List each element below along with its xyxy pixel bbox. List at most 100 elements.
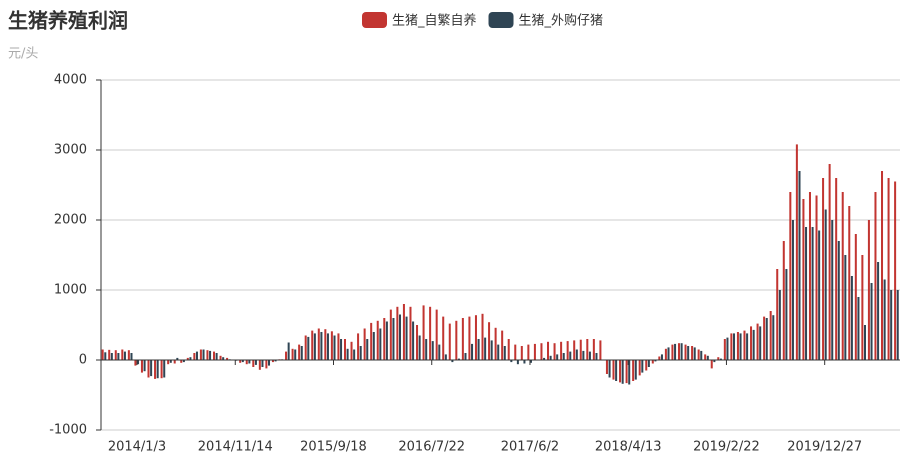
bar	[501, 330, 504, 360]
bar	[560, 341, 563, 360]
bar	[330, 331, 333, 360]
bar	[533, 343, 536, 360]
bar	[776, 269, 779, 360]
bar	[789, 192, 792, 360]
bar	[193, 353, 196, 360]
series	[101, 144, 897, 384]
bar	[104, 352, 107, 360]
bar	[490, 340, 493, 360]
bar	[619, 360, 622, 383]
bar	[143, 360, 146, 372]
bar	[471, 343, 474, 360]
bar	[752, 329, 755, 360]
bar	[222, 357, 225, 360]
bar	[844, 255, 847, 360]
bar	[429, 306, 432, 360]
bar	[658, 356, 661, 360]
bar	[389, 309, 392, 360]
bar	[575, 349, 578, 360]
bar	[271, 360, 274, 363]
bar	[464, 353, 467, 360]
bar	[385, 321, 388, 360]
bar	[687, 346, 690, 360]
bar	[883, 279, 886, 360]
bar	[824, 209, 827, 360]
bar	[180, 360, 183, 363]
bar	[304, 335, 307, 360]
legend-label: 生猪_外购仔猪	[519, 13, 604, 29]
bar	[252, 360, 255, 367]
bar	[887, 178, 890, 360]
bar	[507, 339, 510, 360]
bar	[569, 351, 572, 360]
bar	[647, 360, 650, 367]
bar	[484, 337, 487, 360]
bar	[167, 360, 170, 365]
bar	[108, 349, 111, 360]
bar	[837, 241, 840, 360]
bar	[756, 323, 759, 360]
bar	[582, 350, 585, 360]
bar	[320, 332, 323, 360]
bar	[750, 326, 753, 360]
bar	[805, 227, 808, 360]
bar	[123, 351, 126, 360]
bar	[265, 360, 268, 369]
y-tick-label: 2000	[54, 213, 87, 228]
bar	[189, 357, 192, 360]
bar	[353, 349, 356, 360]
bar	[212, 351, 216, 360]
bar	[488, 322, 491, 360]
bar	[850, 276, 853, 360]
bar	[130, 353, 133, 360]
bar	[418, 335, 421, 360]
bar	[700, 350, 703, 360]
bar	[359, 346, 362, 360]
bar	[835, 178, 838, 360]
bar	[503, 346, 506, 360]
x-tick-label: 2019/2/22	[693, 440, 760, 455]
bar	[154, 360, 157, 379]
bar	[254, 360, 257, 365]
bar	[442, 316, 445, 360]
bar	[409, 306, 412, 360]
bar	[573, 340, 576, 360]
bar	[772, 315, 775, 360]
bar	[357, 333, 360, 360]
bar	[117, 353, 120, 360]
bar	[510, 360, 513, 363]
bar	[861, 255, 864, 360]
bar	[621, 360, 624, 384]
bar	[848, 206, 851, 360]
bar	[726, 337, 729, 360]
bar	[732, 333, 736, 360]
bar	[169, 360, 172, 363]
bar	[890, 290, 893, 360]
bar	[186, 357, 189, 360]
bar	[202, 349, 205, 360]
bar	[343, 339, 346, 360]
bar	[863, 325, 866, 360]
bar	[268, 360, 271, 366]
bar	[546, 341, 550, 360]
bar	[425, 339, 428, 360]
bar	[717, 357, 720, 360]
bar	[798, 171, 801, 360]
bar	[392, 318, 395, 360]
bar	[383, 318, 386, 360]
bar	[785, 269, 788, 360]
bar	[808, 192, 811, 360]
bar	[448, 323, 451, 360]
bar	[481, 313, 484, 360]
bar	[313, 333, 316, 360]
bar	[474, 315, 477, 360]
bar	[867, 220, 870, 360]
bar	[612, 360, 615, 380]
bar	[811, 227, 814, 360]
bar	[743, 330, 746, 360]
bar	[592, 339, 595, 360]
x-tick-label: 2017/6/2	[501, 440, 559, 455]
bar	[632, 360, 635, 381]
bar	[881, 171, 884, 360]
bar	[874, 192, 877, 360]
